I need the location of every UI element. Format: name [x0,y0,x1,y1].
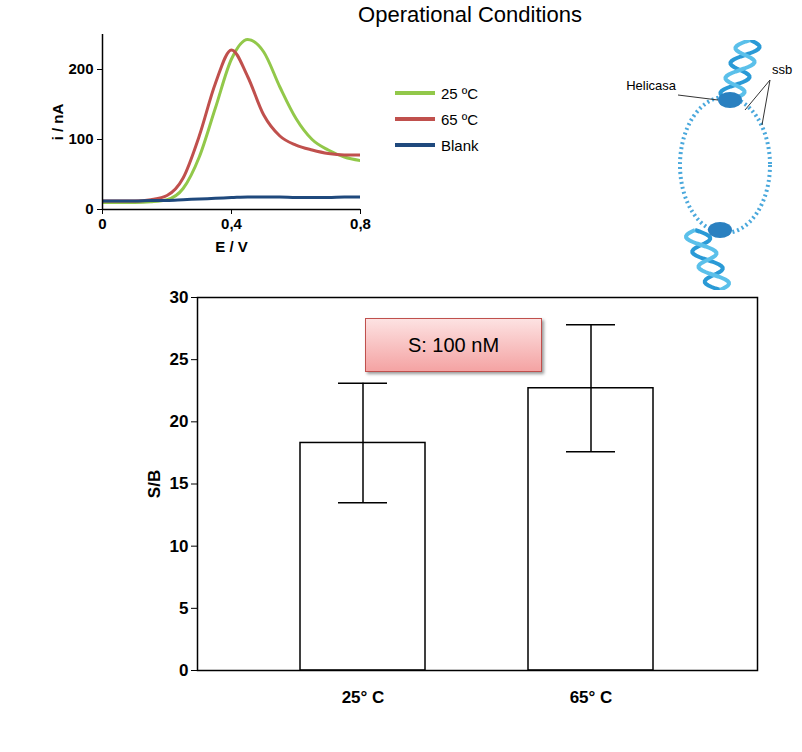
svg-text:0: 0 [179,661,188,680]
html-text:25 ºC: 25 ºC [441,84,479,102]
svg-text:30: 30 [170,288,189,307]
svg-text:20: 20 [170,412,189,431]
html-text:65 ºC: 65 ºC [441,110,479,128]
html-text:Operational Conditions: Operational Conditions [358,2,582,27]
svg-text:100: 100 [68,130,93,147]
svg-text:ssb: ssb [772,62,792,77]
svg-text:10: 10 [170,537,189,556]
svg-text:5: 5 [179,599,188,618]
svg-text:0: 0 [85,200,93,217]
svg-text:0: 0 [98,215,106,232]
svg-text:15: 15 [170,474,189,493]
svg-text:25° C: 25° C [342,688,385,707]
svg-text:i / nA: i / nA [49,104,66,141]
html-text:S: 100 nM: S: 100 nM [407,333,500,356]
svg-text:0,8: 0,8 [350,215,371,232]
html-text:Blank: Blank [441,136,479,154]
svg-text:Helicasa: Helicasa [626,78,677,93]
svg-text:E / V: E / V [215,238,248,255]
svg-text:S/B: S/B [145,470,164,498]
svg-text:0,4: 0,4 [221,215,243,232]
svg-text:25: 25 [170,350,189,369]
svg-text:200: 200 [68,60,93,77]
svg-text:65° C: 65° C [570,688,613,707]
